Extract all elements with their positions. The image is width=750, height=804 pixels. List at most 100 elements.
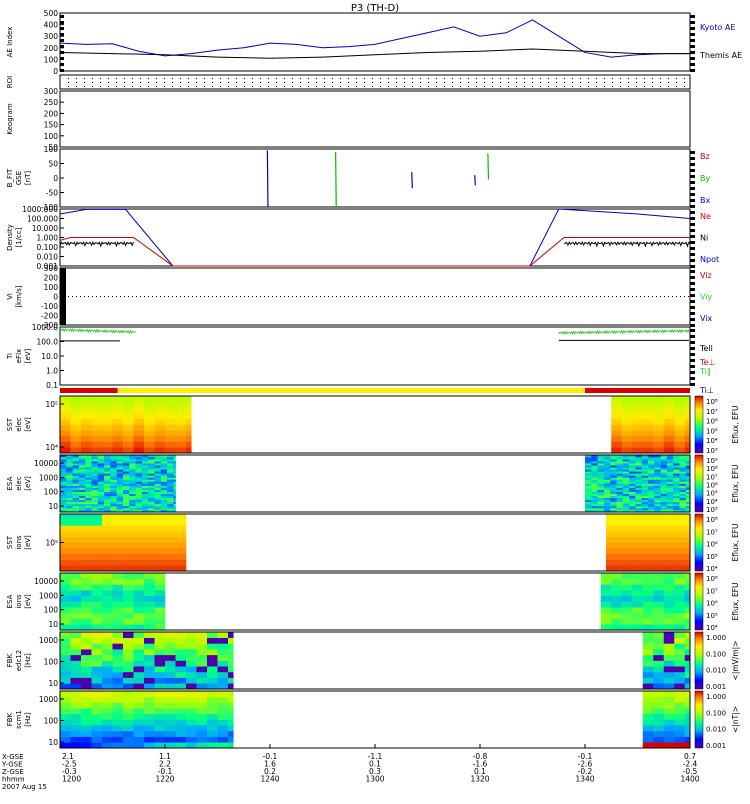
sst_e-cell	[102, 435, 113, 442]
esa_e-cell	[60, 509, 67, 513]
fbk_e-cell	[81, 671, 92, 678]
esa_e-cell	[685, 475, 691, 478]
esa_i-cell	[102, 590, 113, 597]
roi-dot	[412, 86, 413, 87]
mode-segment-2	[585, 388, 690, 393]
fbk_b-cell	[165, 742, 176, 749]
roi-dot	[468, 82, 469, 83]
fbk_b-cell	[154, 742, 166, 749]
fbk_e-colorbar-label: 1.000	[706, 634, 726, 642]
esa_i-cell	[663, 612, 675, 619]
fbk_e-cell	[154, 677, 166, 684]
esa_e-cell	[679, 479, 687, 482]
fbk_e-cell	[684, 643, 691, 650]
ae-left-tick	[60, 27, 64, 30]
esa_e-cell	[116, 487, 124, 490]
esa_e-cell	[110, 461, 117, 464]
roi-dot	[420, 86, 421, 87]
fbk_e-cell	[154, 671, 166, 678]
esa_i-cell	[600, 612, 612, 619]
fbk_b-cell	[133, 725, 145, 732]
fbk_e-cell	[196, 671, 208, 678]
esa_e-cell	[160, 475, 168, 478]
esa_i-cell	[600, 618, 612, 625]
esa_e-cell	[666, 475, 674, 478]
sst_e-cell	[663, 435, 675, 442]
roi-dot	[124, 86, 125, 87]
esa_e-cell	[154, 471, 162, 474]
fbk_e-cell	[175, 643, 187, 650]
fbk_b-cell	[207, 719, 218, 726]
esa_e-cell	[97, 491, 105, 494]
sst_i-cell	[60, 548, 71, 555]
esa_e-cell	[91, 485, 99, 488]
temperature-ytick-label: 10.0	[41, 352, 58, 361]
esa_e-cell	[91, 487, 99, 490]
fbk_b-cell	[642, 730, 654, 737]
esa_e-cell	[148, 471, 155, 474]
roi-dot	[596, 82, 597, 83]
esa_i-cell	[642, 618, 654, 625]
esa_e-cell	[679, 493, 687, 497]
esa_e-cell	[104, 483, 111, 486]
fbk_b-cell	[81, 702, 92, 709]
roi-dot	[564, 86, 565, 87]
esa_e-cell	[167, 509, 174, 513]
fbk_e-frame	[59, 631, 691, 690]
esa_i-cell	[133, 573, 145, 579]
esa_e-cell	[72, 471, 80, 474]
sst_i-cell	[648, 531, 659, 538]
sst_e-cell	[653, 407, 665, 414]
esa_e-cell	[622, 487, 630, 490]
ephemeris-value: 1.6	[264, 760, 276, 769]
fbk_e-cell	[196, 677, 208, 684]
roi-dot	[92, 78, 93, 79]
fbk_b-cell	[228, 708, 234, 715]
esa_e-cell	[585, 485, 592, 488]
esa_e-cell	[91, 497, 99, 501]
sst_e-cell	[632, 418, 644, 425]
sst_i-cell	[70, 548, 82, 555]
roi-dot	[212, 86, 213, 87]
sst_i-cell	[60, 553, 71, 560]
temperature-frame	[59, 326, 691, 386]
esa_e-cell	[603, 499, 611, 503]
ephemeris-value: 1220	[155, 775, 174, 784]
esa_i-cell	[91, 601, 103, 608]
esa_e-cell	[666, 467, 674, 470]
esa_e-cell	[160, 471, 168, 474]
sst_e-cell	[642, 447, 654, 454]
density-ylabel: Density	[6, 224, 14, 251]
sst_i-cell	[81, 531, 92, 538]
fbk_e-cell	[196, 683, 208, 690]
sst_e-cell	[102, 418, 113, 425]
sst_e-cell	[611, 424, 623, 431]
fbk_e-cell	[165, 643, 176, 650]
sst_e-cell	[674, 447, 686, 454]
fbk_b-cell	[684, 691, 691, 697]
bfit-ylabel: [nT]	[24, 171, 32, 185]
esa_e-cell	[97, 505, 105, 509]
esa_e-cell	[597, 475, 605, 478]
velocity-ytick-label: 300	[44, 264, 59, 273]
sst_e-cell	[112, 407, 124, 414]
sst_e-ylabel: [eV]	[24, 417, 32, 432]
fbk_b-cell	[60, 719, 71, 726]
esa_e-cell	[110, 481, 117, 484]
esa_e-cell	[91, 507, 99, 511]
sst_e-cell	[621, 424, 633, 431]
esa_i-cell	[600, 590, 612, 597]
sst_i-ylabel: [eV]	[24, 535, 32, 550]
velocity-legend-1: Viy	[700, 293, 713, 302]
esa_e-cell	[60, 497, 67, 501]
esa_e-cell	[60, 473, 67, 476]
roi-dot	[612, 78, 613, 79]
esa_e-cell	[673, 509, 680, 513]
sst_i-cell	[70, 553, 82, 560]
esa_e-cell	[116, 471, 124, 474]
fbk_b-cell	[653, 696, 665, 703]
esa_e-cell	[97, 493, 105, 497]
esa_i-cell	[600, 578, 612, 585]
ephemeris-value: -2.5	[62, 760, 77, 769]
bfit-frame	[59, 148, 691, 208]
